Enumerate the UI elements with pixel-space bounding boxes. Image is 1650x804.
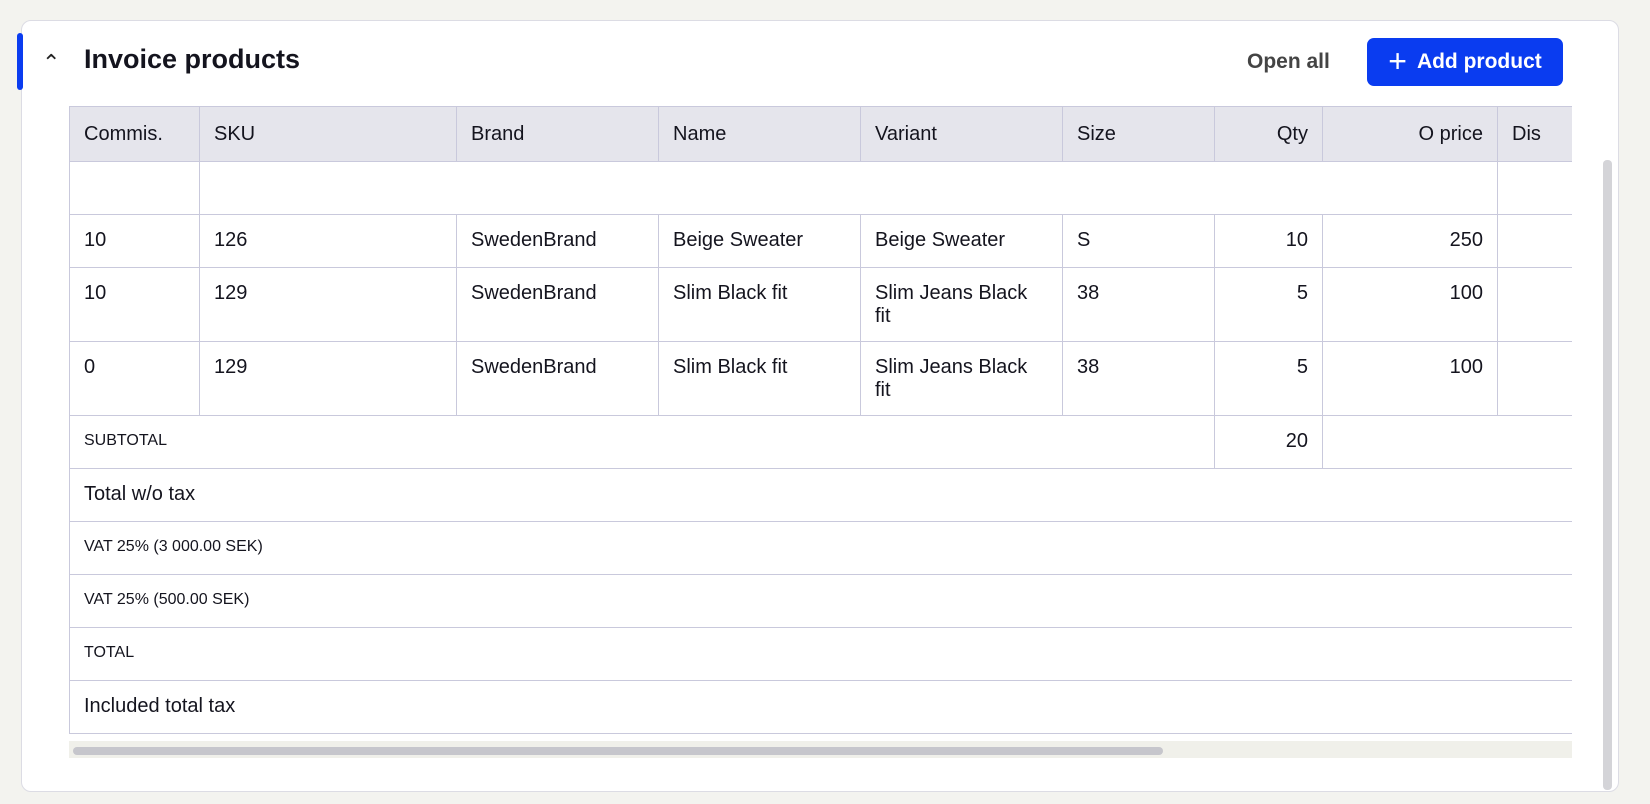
cell-oprice: 100: [1322, 341, 1498, 416]
col-header-qty[interactable]: Qty: [1214, 106, 1323, 162]
cell-name: Slim Black fit: [658, 341, 861, 416]
cell-commis: 0: [69, 341, 200, 416]
summary-label: TOTAL: [69, 627, 1572, 681]
empty-cell: [69, 161, 200, 215]
col-header-brand[interactable]: Brand: [456, 106, 659, 162]
cell-commis: 10: [69, 214, 200, 268]
col-header-discount[interactable]: Dis: [1497, 106, 1572, 162]
col-header-size[interactable]: Size: [1062, 106, 1215, 162]
summary-row: Included total tax: [69, 680, 1572, 734]
cell-brand: SwedenBrand: [456, 214, 659, 268]
summary-label: Total w/o tax: [69, 468, 1572, 522]
col-header-variant[interactable]: Variant: [860, 106, 1063, 162]
add-product-button[interactable]: + Add product: [1367, 38, 1563, 86]
section-title: Invoice products: [84, 44, 301, 74]
cell-name: Slim Black fit: [658, 267, 861, 342]
summary-row: VAT 25% (3 000.00 SEK): [69, 521, 1572, 575]
subtotal-row: SUBTOTAL 20: [69, 415, 1572, 469]
cell-variant: Slim Jeans Black fit: [860, 267, 1063, 342]
cell-variant: Beige Sweater: [860, 214, 1063, 268]
cell-commis: 10: [69, 267, 200, 342]
cell-brand: SwedenBrand: [456, 267, 659, 342]
cell-sku: 129: [199, 267, 457, 342]
subtotal-qty: 20: [1214, 415, 1323, 469]
open-all-button[interactable]: Open all: [1247, 50, 1330, 73]
col-header-commis[interactable]: Commis.: [69, 106, 200, 162]
products-table-container: Commis. SKU Brand Name Variant Size Qty …: [69, 106, 1572, 758]
summary-row: Total w/o tax: [69, 468, 1572, 522]
cell-discount: [1497, 341, 1572, 416]
cell-discount: [1497, 267, 1572, 342]
summary-label: VAT 25% (3 000.00 SEK): [69, 521, 1572, 575]
col-header-oprice[interactable]: O price: [1322, 106, 1498, 162]
summary-row: TOTAL: [69, 627, 1572, 681]
cell-sku: 126: [199, 214, 457, 268]
empty-row: [69, 161, 1572, 215]
cell-size: 38: [1062, 341, 1215, 416]
table-header-row: Commis. SKU Brand Name Variant Size Qty …: [69, 106, 1572, 162]
section-accent-bar: [17, 33, 23, 90]
empty-cell: [1497, 161, 1572, 215]
vertical-scrollbar[interactable]: [1603, 160, 1612, 790]
cell-qty: 5: [1214, 341, 1323, 416]
cell-oprice: 250: [1322, 214, 1498, 268]
horizontal-scrollbar[interactable]: [69, 741, 1572, 758]
cell-name: Beige Sweater: [658, 214, 861, 268]
add-product-label: Add product: [1416, 50, 1542, 73]
empty-cell: [199, 161, 1498, 215]
cell-size: S: [1062, 214, 1215, 268]
chevron-up-icon[interactable]: ⌃: [42, 50, 61, 75]
horizontal-scrollbar-thumb[interactable]: [73, 747, 1163, 755]
summary-label: Included total tax: [69, 680, 1572, 734]
cell-sku: 129: [199, 341, 457, 416]
cell-variant: Slim Jeans Black fit: [860, 341, 1063, 416]
summary-label: VAT 25% (500.00 SEK): [69, 574, 1572, 628]
table-row[interactable]: 10 129 SwedenBrand Slim Black fit Slim Jeans…: [69, 267, 1572, 342]
cell-size: 38: [1062, 267, 1215, 342]
plus-icon: +: [1388, 42, 1407, 79]
col-header-name[interactable]: Name: [658, 106, 861, 162]
cell-brand: SwedenBrand: [456, 341, 659, 416]
table-row[interactable]: 10 126 SwedenBrand Beige Sweater Beige Sweat…: [69, 214, 1572, 268]
cell-discount: [1497, 214, 1572, 268]
col-header-sku[interactable]: SKU: [199, 106, 457, 162]
cell-qty: 5: [1214, 267, 1323, 342]
table-row[interactable]: 0 129 SwedenBrand Slim Black fit Slim Jeans …: [69, 341, 1572, 416]
empty-cell: [1322, 415, 1572, 469]
summary-row: VAT 25% (500.00 SEK): [69, 574, 1572, 628]
cell-oprice: 100: [1322, 267, 1498, 342]
subtotal-label: SUBTOTAL: [69, 415, 1215, 469]
products-table: Commis. SKU Brand Name Variant Size Qty …: [69, 106, 1572, 734]
cell-qty: 10: [1214, 214, 1323, 268]
